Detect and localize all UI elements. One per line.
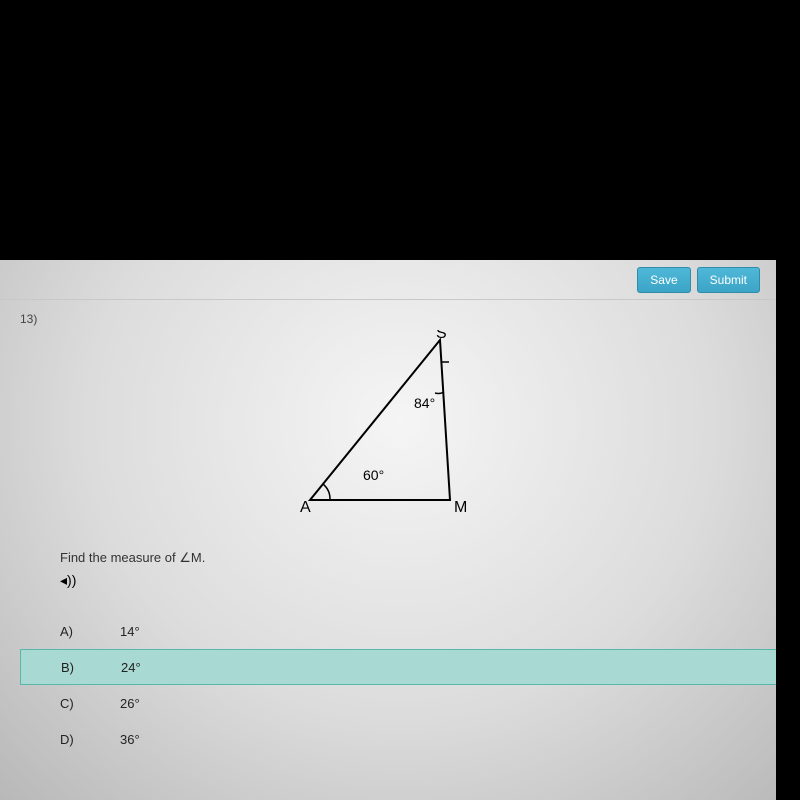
prompt-prefix: Find the measure of [60,550,179,565]
vertex-label-m: M [454,499,467,516]
angle-arc-a [323,484,330,500]
content-area: Save Submit 13) A S M 84° 60° Find t [0,260,800,800]
choice-text: 14° [120,624,140,639]
choice-d[interactable]: D) 36° [20,721,780,757]
choice-letter: C) [60,696,120,711]
vertex-label-s: S [436,330,447,342]
choice-c[interactable]: C) 26° [20,685,780,721]
choice-letter: B) [61,660,121,675]
triangle-figure: A S M 84° 60° [20,330,780,530]
choices-list: A) 14° B) 24° C) 26° D) 36° [20,613,780,757]
choice-text: 24° [121,660,141,675]
submit-button[interactable]: Submit [697,267,760,293]
angle-arc-s [435,392,444,393]
triangle-svg: A S M 84° 60° [300,330,500,530]
question-panel: 13) A S M 84° 60° Find the measure of ∠M… [0,300,800,757]
angle-label-a: 60° [363,467,384,483]
choice-letter: D) [60,732,120,747]
choice-text: 36° [120,732,140,747]
question-text: Find the measure of ∠M. [60,550,780,566]
audio-icon[interactable]: ◂)) [60,572,780,589]
toolbar: Save Submit [0,260,800,300]
choice-letter: A) [60,624,120,639]
choice-a[interactable]: A) 14° [20,613,780,649]
right-black-bar [776,260,800,800]
prompt-angle: ∠M. [179,550,205,565]
question-number: 13) [20,312,780,326]
choice-b[interactable]: B) 24° [20,649,780,685]
choice-text: 26° [120,696,140,711]
save-button[interactable]: Save [637,267,690,293]
top-black-bar [0,0,800,260]
angle-label-s: 84° [414,395,435,411]
vertex-label-a: A [300,499,311,516]
